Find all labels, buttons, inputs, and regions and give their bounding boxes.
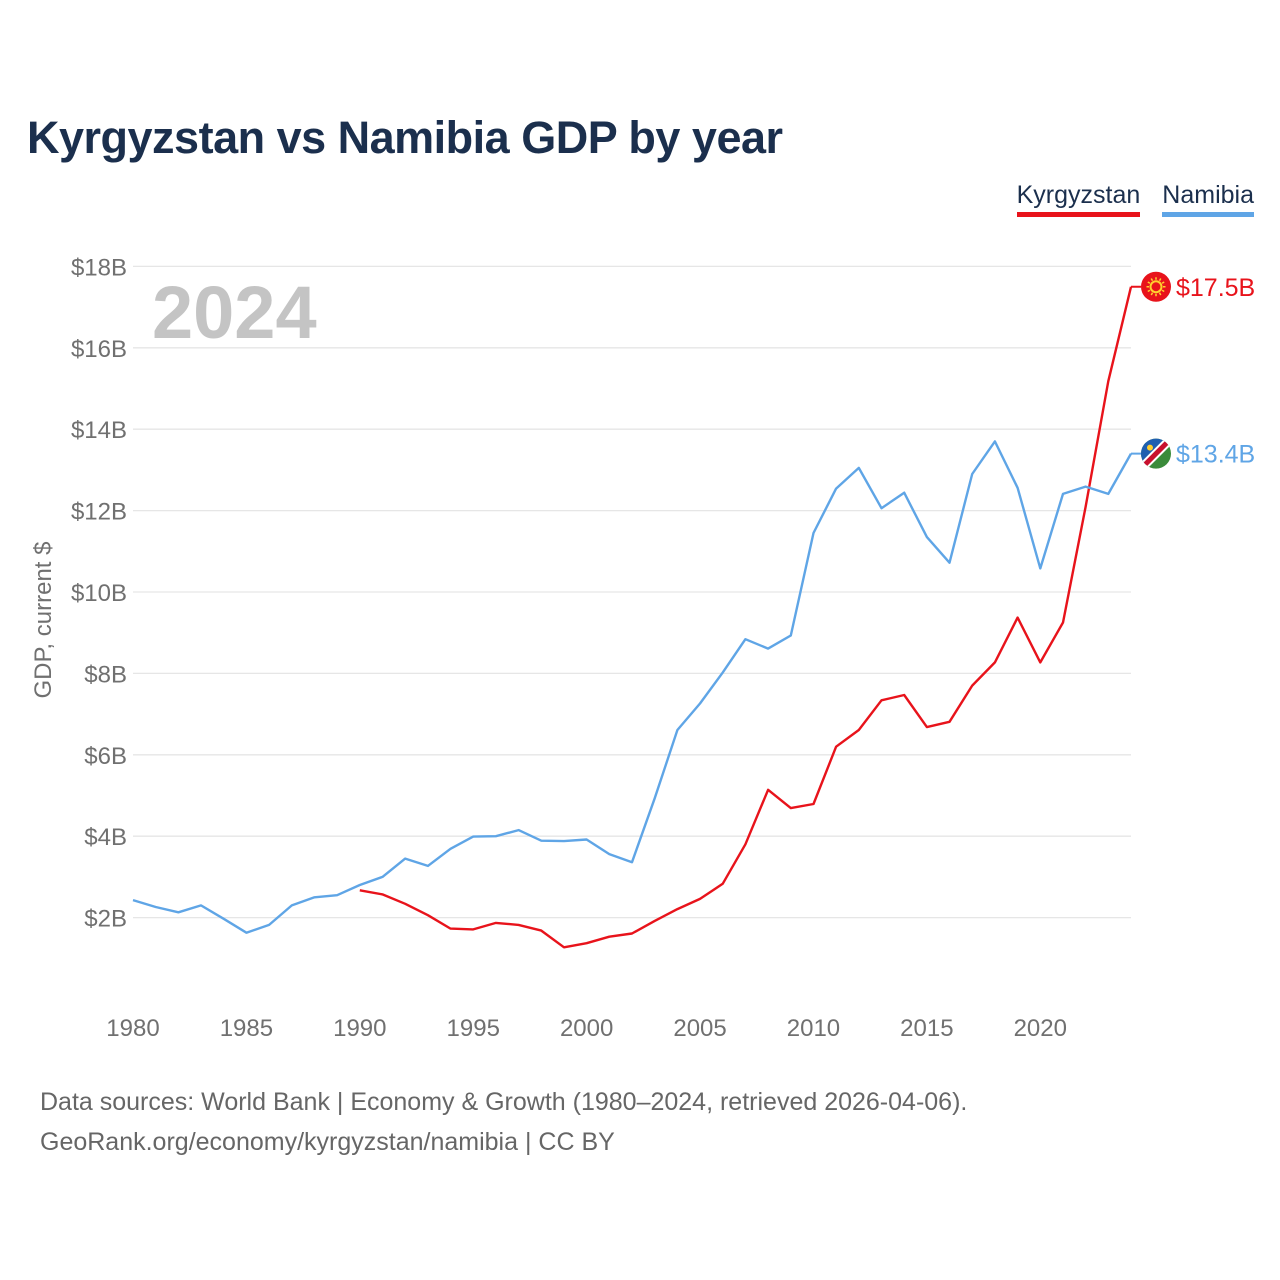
gridlines — [133, 265, 1131, 919]
chart-title: Kyrgyzstan vs Namibia GDP by year — [27, 112, 783, 163]
x-tick-label: 2020 — [1014, 1015, 1067, 1042]
year-watermark: 2024 — [152, 271, 317, 354]
y-tick-label: $2B — [84, 906, 127, 933]
y-tick-label: $4B — [84, 824, 127, 851]
legend-item-namibia[interactable]: Namibia — [1162, 181, 1254, 217]
end-value-label-namibia: $13.4B — [1176, 441, 1255, 469]
legend: Kyrgyzstan Namibia — [1016, 181, 1254, 217]
x-tick-label: 2010 — [787, 1015, 840, 1042]
x-tick-label: 1985 — [220, 1015, 273, 1042]
x-tick-label: 1990 — [333, 1015, 386, 1042]
x-axis-ticks: 1980 1985 1990 1995 2000 2005 2010 2015 2020 — [106, 1015, 1067, 1042]
x-tick-label: 1995 — [447, 1015, 500, 1042]
y-tick-label: $8B — [84, 661, 127, 688]
y-axis-label: GDP, current $ — [30, 542, 57, 699]
x-tick-label: 1980 — [106, 1015, 159, 1042]
namibia-flag-icon — [1141, 438, 1171, 469]
gdp-line-chart: $2B$4B$6B$8B$10B$12B$14B$16B$18B 1980 198… — [30, 254, 1255, 1042]
y-tick-label: $12B — [71, 499, 127, 526]
end-value-label-kyrgyzstan: $17.5B — [1176, 274, 1255, 302]
source-line-1: Data sources: World Bank | Economy & Gro… — [40, 1088, 968, 1116]
end-labels: $17.5B $13.4B — [1131, 271, 1255, 469]
y-tick-label: $18B — [71, 254, 127, 281]
series-lines — [132, 286, 1133, 949]
x-tick-label: 2005 — [673, 1015, 726, 1042]
source-note: Data sources: World Bank | Economy & Gro… — [40, 1082, 967, 1162]
series-line-kyrgyzstan[interactable] — [359, 286, 1133, 949]
series-line-namibia[interactable] — [132, 440, 1133, 934]
x-tick-label: 2015 — [900, 1015, 953, 1042]
y-axis-ticks: $2B $4B $6B $8B $10B $12B $14B $16B $18B — [71, 254, 127, 932]
kyrgyzstan-flag-icon — [1141, 271, 1171, 302]
y-tick-label: $16B — [71, 336, 127, 363]
y-tick-label: $6B — [84, 743, 127, 770]
source-line-2[interactable]: GeoRank.org/economy/kyrgyzstan/namibia |… — [40, 1128, 615, 1156]
y-tick-label: $14B — [71, 417, 127, 444]
y-tick-label: $10B — [71, 580, 127, 607]
x-tick-label: 2000 — [560, 1015, 613, 1042]
legend-item-kyrgyzstan[interactable]: Kyrgyzstan — [1016, 181, 1141, 217]
